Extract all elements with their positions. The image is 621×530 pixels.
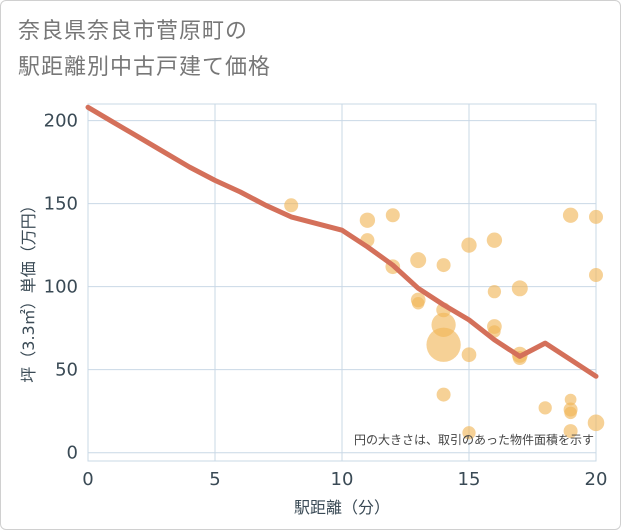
bubble-point xyxy=(436,258,451,273)
bubble-point xyxy=(589,268,603,283)
bubble-size-note: 円の大きさは、取引のあった物件面積を示す xyxy=(354,432,594,447)
plot-border xyxy=(87,103,597,462)
bubble-point xyxy=(385,208,400,223)
y-tick-label: 100 xyxy=(44,277,78,298)
y-axis-label: 坪（3.3㎡）単価（万円） xyxy=(19,197,38,382)
x-tick-label: 5 xyxy=(209,469,220,490)
bubble-point xyxy=(487,284,502,299)
x-axis-label: 駅距離（分） xyxy=(294,498,390,517)
bubble-point xyxy=(563,424,578,439)
bubble-point xyxy=(410,252,427,269)
title-line-2: 駅距離別中古戸建て価格 xyxy=(18,55,272,80)
bubble-point xyxy=(462,426,476,440)
x-tick-label: 10 xyxy=(331,469,354,490)
title-line-1: 奈良県奈良市菅原町の xyxy=(18,19,249,44)
bubble-point xyxy=(486,232,503,248)
x-tick-label: 15 xyxy=(458,469,481,490)
y-tick-label: 200 xyxy=(44,111,78,132)
bubble-point xyxy=(426,327,461,362)
grid-lines xyxy=(87,103,597,462)
bubble-point xyxy=(564,406,577,420)
y-tick-label: 150 xyxy=(44,194,78,215)
bubble-point xyxy=(562,207,579,223)
chart-title: 奈良県奈良市菅原町の 駅距離別中古戸建て価格 xyxy=(18,14,271,86)
bubble-point xyxy=(587,414,605,432)
bubble-point xyxy=(511,280,528,297)
bubble-point xyxy=(411,296,425,310)
x-tick-labels: 0 5 10 15 20 xyxy=(82,469,607,490)
average-price-line xyxy=(85,104,599,379)
x-tick-label: 0 xyxy=(82,469,93,490)
y-tick-label: 0 xyxy=(67,443,78,464)
y-tick-labels: 0 50 100 150 200 xyxy=(44,111,78,464)
x-tick-label: 20 xyxy=(585,469,608,490)
bubble-point xyxy=(284,198,299,213)
y-tick-label: 50 xyxy=(55,360,78,381)
bubble-point xyxy=(461,347,477,363)
bubble-point xyxy=(461,237,477,253)
average-line-series xyxy=(85,104,599,379)
bubble-series xyxy=(284,198,605,440)
bubble-point xyxy=(538,401,552,415)
bubble-point xyxy=(436,387,451,402)
bubble-point xyxy=(589,209,603,224)
bubble-point xyxy=(564,393,577,406)
bubble-point xyxy=(359,212,376,228)
